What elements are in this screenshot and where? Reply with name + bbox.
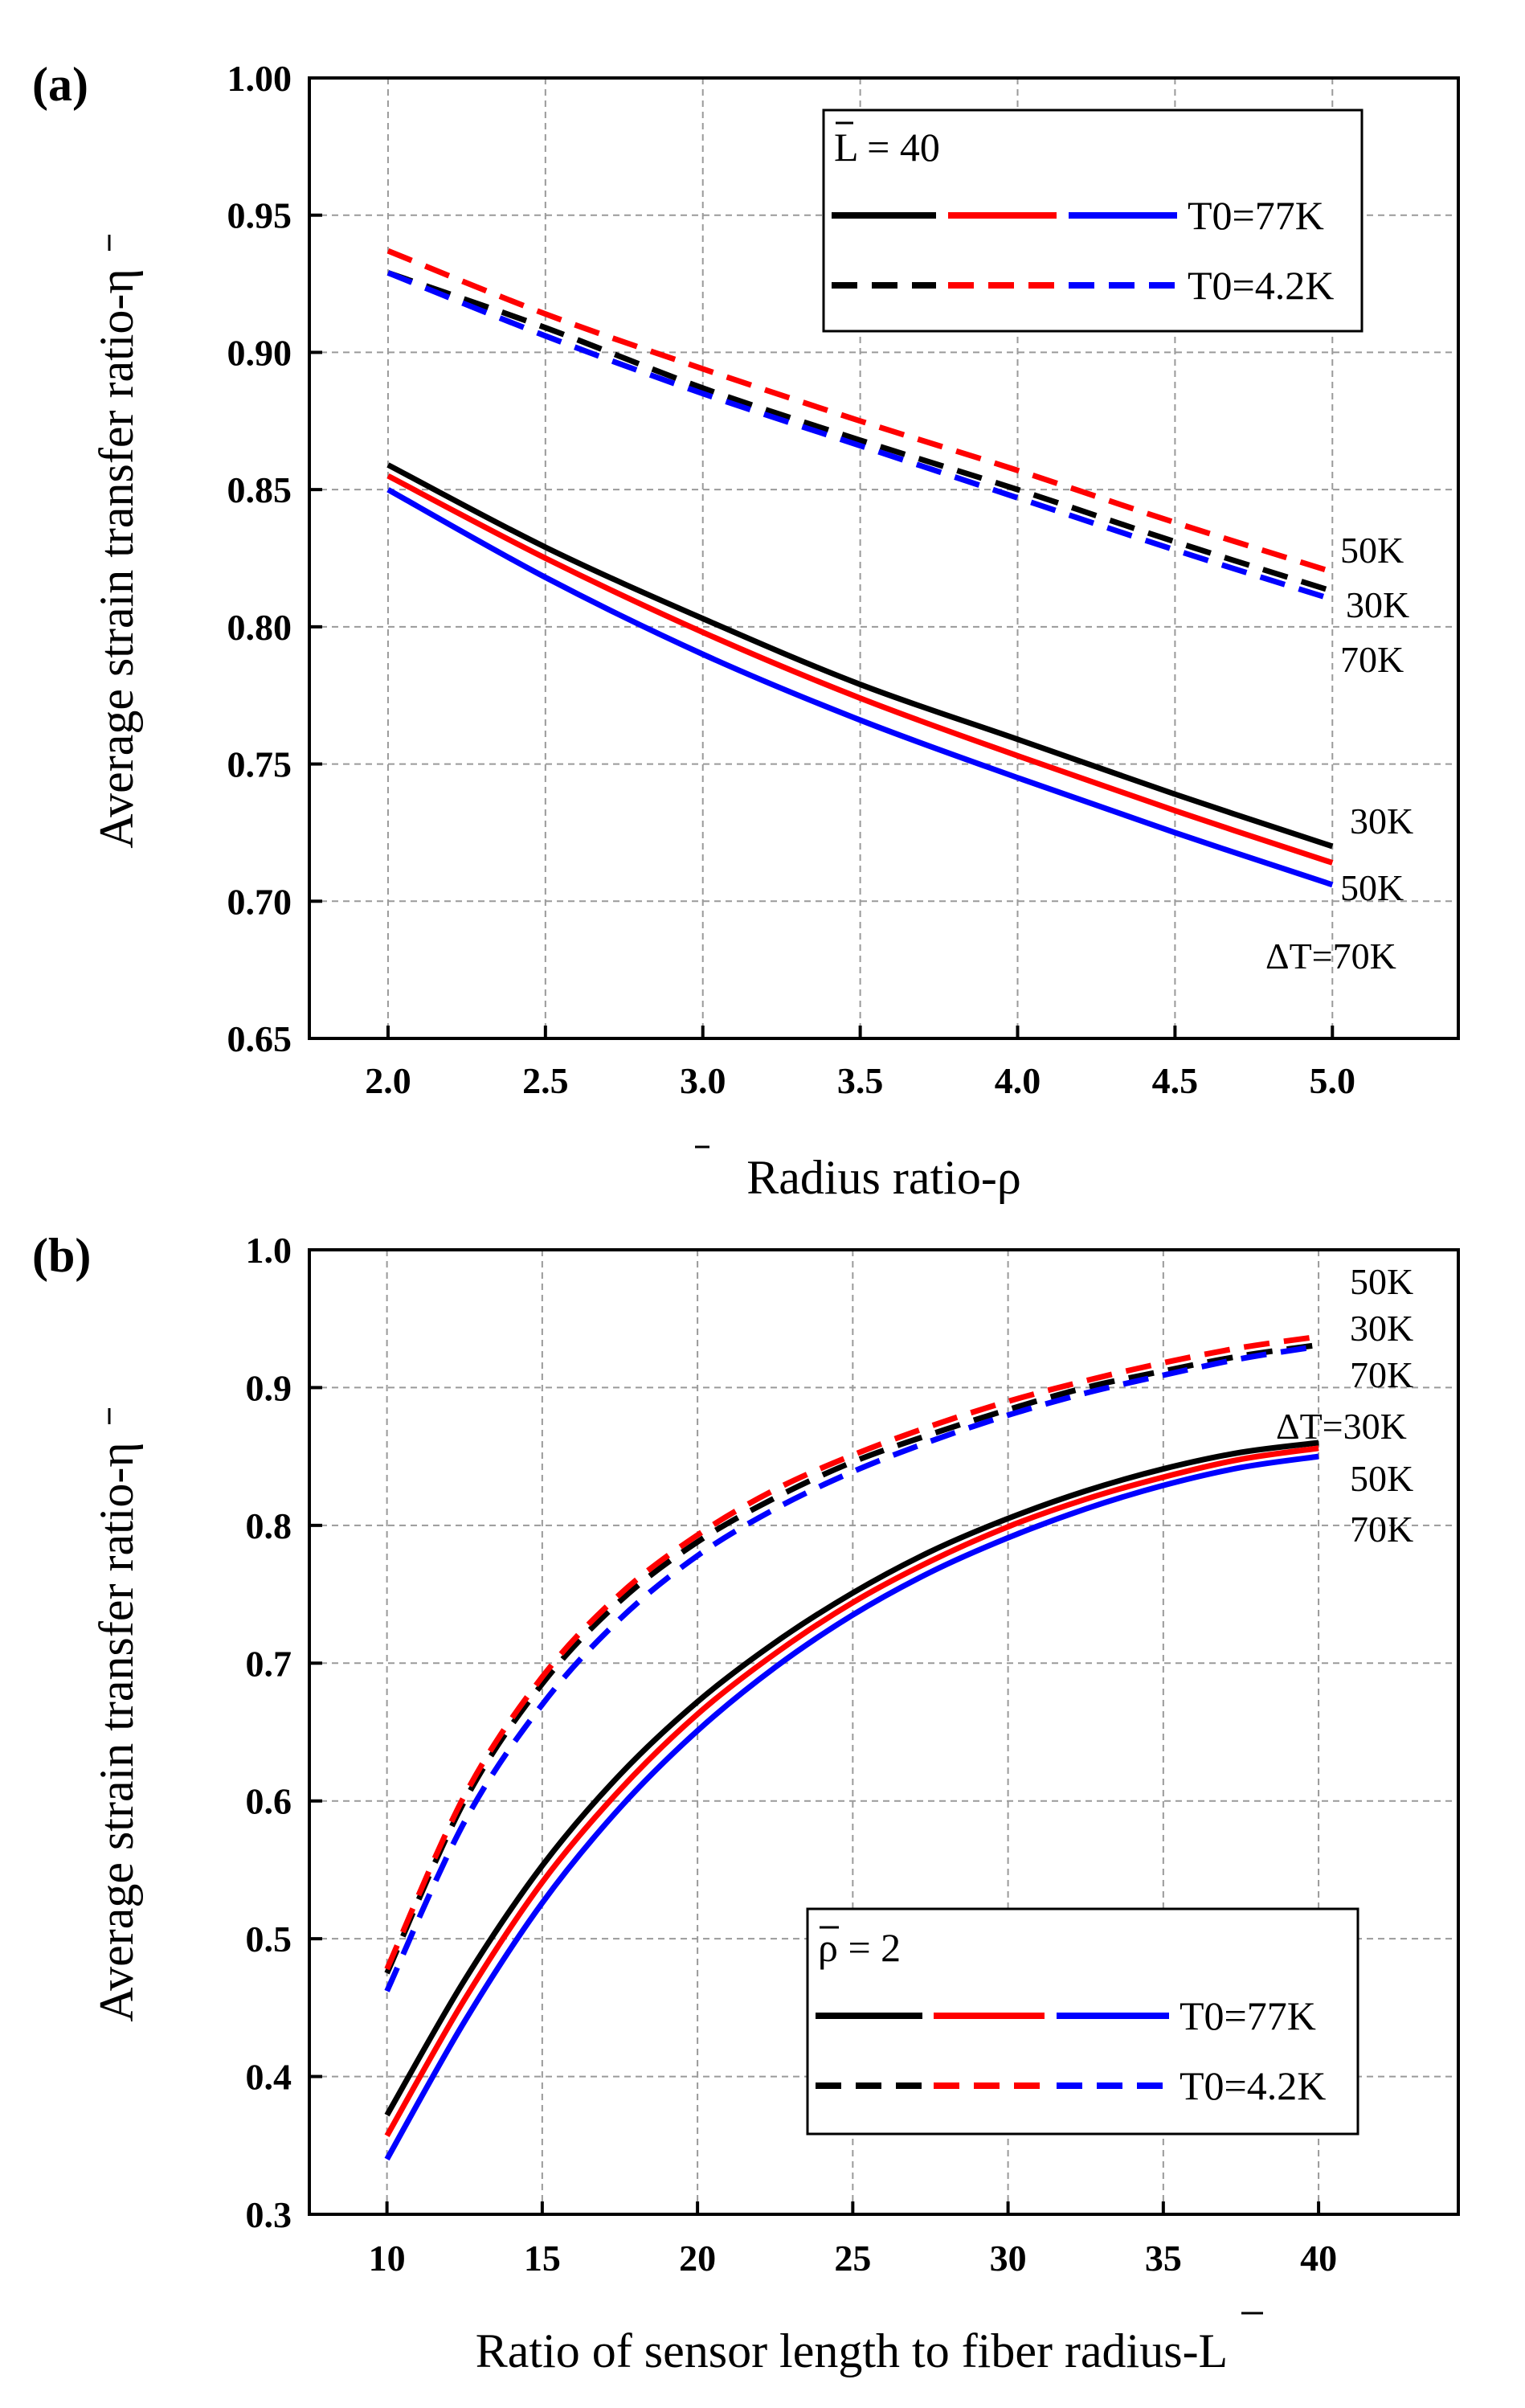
panel-b-y-tick-label: 0.9 (246, 1367, 292, 1408)
panel-b-legend-dashed-label: T0=4.2K (1180, 2063, 1326, 2108)
panel-b-x-tick-label: 25 (834, 2238, 871, 2279)
panel-a-solid-annotation-2: 50K (1340, 867, 1404, 908)
panel-b-x-tick-label: 35 (1145, 2238, 1182, 2279)
panel-a-dashed-annotation-3: 70K (1340, 639, 1404, 680)
panel-b-label: (b) (32, 1229, 91, 1282)
panel-a-series-line-solid-black (386, 462, 1334, 850)
panel-a-x-tick-label: 5.0 (1310, 1060, 1356, 1101)
panel-b-x-tick-label: 15 (524, 2238, 561, 2279)
panel-a-x-tick-label: 2.5 (522, 1060, 569, 1101)
panel-b-legend-solid-label: T0=77K (1180, 1993, 1316, 2038)
panel-a-x-tick-label: 2.0 (365, 1060, 411, 1101)
panel-b-series-line-dashed-black (384, 1341, 1319, 1975)
panel-a-plot-frame (308, 76, 1460, 1040)
panel-b-series-line-solid-red (384, 1445, 1319, 2138)
panel-a-label: (a) (32, 58, 88, 111)
panel-a-y-tick-label: 0.65 (227, 1018, 292, 1059)
panel-b-y-tick-label: 0.8 (246, 1505, 292, 1546)
panel-b-x-tick-label: 40 (1300, 2238, 1337, 2279)
panel-b-plot-frame (308, 1248, 1460, 2216)
panel-b: (b) 10 15 20 25 30 35 40 0.3 0.4 0.5 0.6 0.7 0.8 0.9… (32, 1229, 1460, 2377)
panel-a-x-tick-label: 4.5 (1152, 1060, 1199, 1101)
panel-a-series-line-solid-blue (386, 487, 1334, 888)
panel-b-legend: ρ = 2 T0=77K T0=4.2K (806, 1907, 1359, 2136)
panel-a-series-line-dashed-blue (386, 270, 1334, 603)
panel-b-y-tick-label: 0.4 (246, 2057, 292, 2098)
panel-b-y-tick-label: 0.7 (246, 1643, 292, 1684)
panel-b-x-tick-label: 30 (990, 2238, 1027, 2279)
panel-a-y-tick-label: 1.00 (227, 58, 292, 99)
panel-b-legend-box (806, 1907, 1359, 2136)
panel-b-series-line-dashed-blue (384, 1343, 1319, 1992)
panel-b-y-axis-label: Average strain transfer ratio-η (90, 1442, 143, 2022)
panel-a-x-tick-label: 3.5 (837, 1060, 884, 1101)
panel-b-y-ticks: 0.3 0.4 0.5 0.6 0.7 0.8 0.9 1.0 (246, 1230, 292, 2235)
panel-a-y-tick-label: 0.95 (227, 195, 292, 236)
panel-a-legend-solid-label: T0=77K (1188, 193, 1324, 238)
panel-b-x-tick-label: 10 (369, 2238, 406, 2279)
panel-a-y-tick-label: 0.70 (227, 881, 292, 922)
panel-b-legend-header: ρ = 2 (818, 1925, 901, 1970)
panel-b-series (384, 1333, 1319, 2161)
panel-a-y-tick-label: 0.90 (227, 332, 292, 373)
panel-a-y-axis-label: Average strain transfer ratio-η (90, 268, 143, 849)
panel-a-y-tick-label: 0.80 (227, 607, 292, 648)
panel-b-dashed-annotation-2: 30K (1350, 1308, 1413, 1349)
panel-a-y-tick-label: 0.85 (227, 469, 292, 510)
panel-a-dashed-annotation-1: 50K (1340, 530, 1404, 571)
panel-a-legend-header: L = 40 (834, 125, 940, 170)
panel-b-y-tick-label: 0.5 (246, 1919, 292, 1960)
panel-a-legend-dashed-label: T0=4.2K (1188, 263, 1334, 308)
panel-b-series-line-solid-black (384, 1439, 1319, 2117)
panel-b-dashed-annotation-3: 70K (1350, 1354, 1413, 1395)
panel-b-y-tick-label: 1.0 (246, 1230, 292, 1271)
panel-b-series-line-dashed-red (384, 1333, 1319, 1971)
panel-b-solid-annotation-1: ΔT=30K (1276, 1406, 1407, 1447)
panel-b-solid-annotation-2: 50K (1350, 1458, 1413, 1499)
panel-a-x-tick-label: 3.0 (680, 1060, 726, 1101)
panel-a-solid-annotation-3: ΔT=70K (1265, 936, 1396, 977)
panel-a-series-line-dashed-red (386, 248, 1334, 575)
panel-a-x-tick-label: 4.0 (995, 1060, 1041, 1101)
panel-a: (a) 2.0 2.5 3.0 3.5 4.0 4.5 5.0 0.650.700.750.… (32, 58, 1460, 1204)
panel-a-series-line-dashed-black (386, 270, 1334, 594)
panel-a-legend-box (822, 109, 1364, 333)
panel-b-dashed-annotation-1: 50K (1350, 1261, 1413, 1302)
panel-b-y-tick-label: 0.6 (246, 1781, 292, 1822)
panel-b-x-ticks: 10 15 20 25 30 35 40 (369, 2238, 1337, 2279)
panel-b-x-axis-label: Ratio of sensor length to fiber radius-L (476, 2324, 1228, 2377)
panel-b-series-line-solid-blue (384, 1453, 1319, 2161)
panel-a-x-ticks: 2.0 2.5 3.0 3.5 4.0 4.5 5.0 (365, 1060, 1355, 1101)
panel-a-solid-annotation-1: 30K (1350, 801, 1413, 842)
panel-a-series (386, 248, 1334, 888)
panel-b-solid-annotation-3: 70K (1350, 1509, 1413, 1550)
panel-a-y-ticks: 0.65 0.70 0.75 0.80 0.85 0.90 0.95 1.00 (227, 58, 292, 1059)
panel-a-legend: L = 40 T0=77K T0=4.2K (822, 109, 1364, 333)
panel-a-y-tick-label: 0.75 (227, 744, 292, 785)
panel-a-series-line-solid-red (386, 473, 1334, 866)
panel-b-y-tick-label: 0.3 (246, 2194, 292, 2235)
panel-a-dashed-annotation-2: 30K (1346, 584, 1409, 625)
panel-b-x-tick-label: 20 (679, 2238, 716, 2279)
panel-a-x-axis-label: Radius ratio-ρ (746, 1151, 1021, 1204)
